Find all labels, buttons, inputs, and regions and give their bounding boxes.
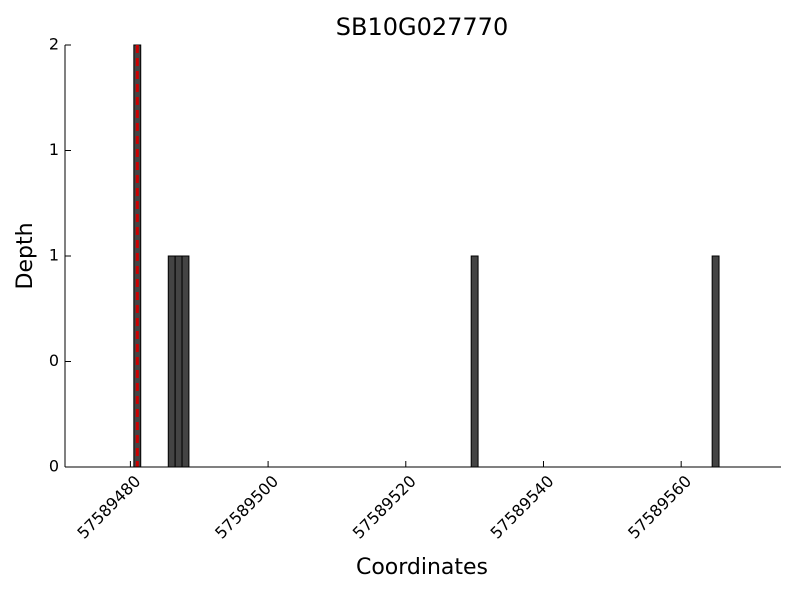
bar [167, 255, 176, 468]
y-tick-label: 1 [49, 140, 59, 159]
y-tick-label: 0 [49, 351, 59, 370]
x-axis-label: Coordinates [356, 555, 488, 580]
bar [181, 255, 190, 468]
x-tick-label: 57589560 [624, 472, 695, 543]
x-tick-label: 57589500 [211, 472, 282, 543]
bar [174, 255, 183, 468]
bar [711, 255, 720, 468]
bar [470, 255, 479, 468]
y-tick-label: 2 [49, 35, 59, 54]
x-tick-label: 57589540 [486, 472, 557, 543]
y-tick-label: 1 [49, 246, 59, 265]
x-tick-label: 57589520 [349, 472, 420, 543]
y-tick-label: 0 [49, 457, 59, 476]
y-axis-label: Depth [13, 222, 38, 289]
chart-title: SB10G027770 [336, 13, 508, 41]
x-tick-label: 57589480 [73, 472, 144, 543]
